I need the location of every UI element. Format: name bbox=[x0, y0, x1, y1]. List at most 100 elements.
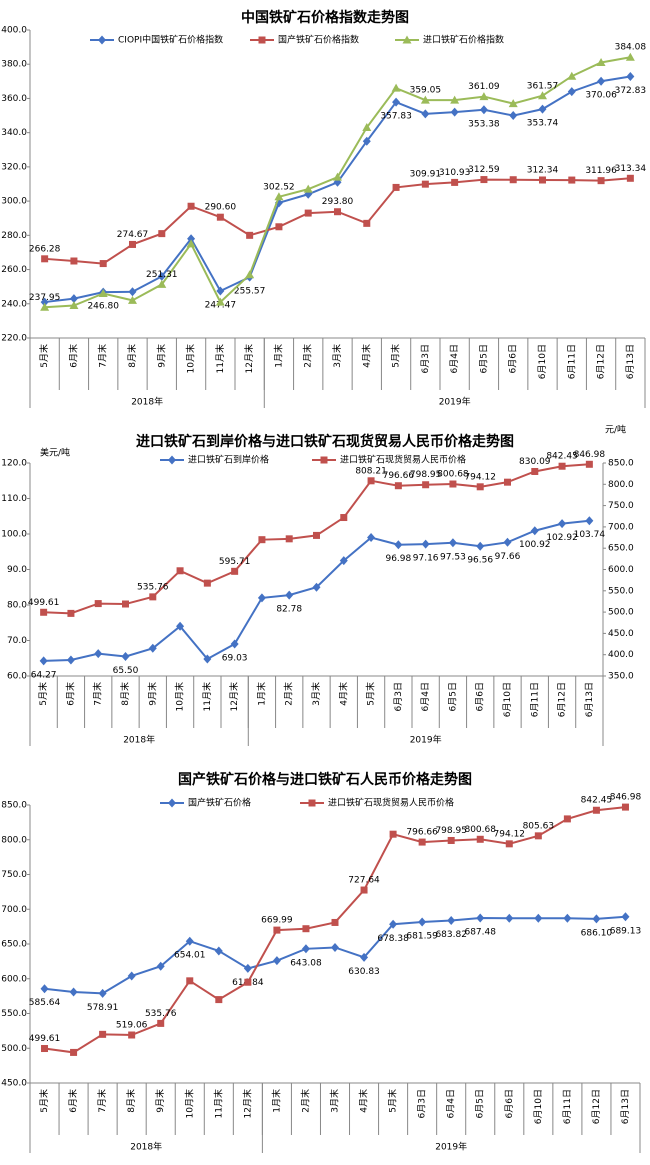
point bbox=[367, 477, 375, 485]
point bbox=[363, 219, 371, 227]
point bbox=[567, 71, 577, 80]
value-label: 519.06 bbox=[116, 1021, 148, 1031]
point bbox=[362, 123, 372, 132]
point bbox=[216, 213, 224, 221]
point bbox=[394, 482, 402, 490]
x-tick-label: 6月4日 bbox=[446, 1089, 457, 1118]
point bbox=[367, 533, 376, 543]
y-tick-label: 60.0 bbox=[7, 672, 27, 682]
point bbox=[157, 1019, 165, 1027]
point bbox=[451, 178, 459, 186]
point bbox=[563, 815, 571, 823]
y-tick-label: 110.0 bbox=[1, 494, 27, 504]
point bbox=[621, 803, 629, 811]
point bbox=[509, 111, 518, 121]
point bbox=[476, 483, 484, 491]
point bbox=[69, 300, 79, 309]
value-label: 274.67 bbox=[117, 230, 149, 240]
point bbox=[148, 643, 157, 653]
x-tick-label: 6月6日 bbox=[508, 344, 519, 373]
x-tick-label: 10月末 bbox=[174, 682, 186, 711]
point bbox=[149, 593, 157, 601]
point bbox=[421, 180, 429, 188]
value-label: 808.21 bbox=[355, 466, 387, 476]
point bbox=[285, 535, 293, 543]
x-tick-label: 6月11日 bbox=[562, 1089, 573, 1124]
point bbox=[157, 271, 166, 281]
chart: 国产铁矿石价格与进口铁矿石人民币价格走势图 450.0 500.0 550.0 600.… bbox=[1, 771, 641, 1153]
point bbox=[66, 655, 75, 665]
y2-tick-label: 400.0 bbox=[608, 650, 634, 660]
point bbox=[99, 1030, 107, 1038]
x-tick-label: 6月6日 bbox=[475, 682, 486, 711]
x-tick-label: 8月末 bbox=[125, 1089, 137, 1113]
point bbox=[558, 519, 567, 529]
point bbox=[243, 963, 252, 973]
point bbox=[531, 467, 539, 475]
legend-marker bbox=[320, 456, 328, 464]
value-label: 310.93 bbox=[439, 168, 471, 178]
point bbox=[129, 240, 136, 248]
point bbox=[40, 608, 48, 616]
x-tick-label: 2月末 bbox=[299, 1089, 311, 1113]
point bbox=[333, 172, 342, 181]
x-tick-label: 12月末 bbox=[241, 1089, 253, 1118]
point bbox=[98, 988, 107, 998]
y2-tick-label: 800.0 bbox=[608, 480, 634, 490]
group-label: 2019年 bbox=[435, 1141, 467, 1153]
value-label: 630.83 bbox=[348, 967, 380, 977]
point bbox=[285, 590, 294, 600]
value-label: 686.10 bbox=[581, 928, 613, 938]
x-tick-label: 6月10日 bbox=[537, 344, 548, 379]
group-label: 2018年 bbox=[123, 734, 155, 746]
value-label: 499.61 bbox=[28, 598, 60, 608]
point bbox=[244, 978, 252, 986]
y-tick-label: 500.0 bbox=[1, 1044, 27, 1054]
point bbox=[585, 516, 594, 526]
chart-title: 中国铁矿石价格指数走势图 bbox=[241, 9, 409, 26]
value-label: 796.66 bbox=[406, 828, 438, 838]
y-axis-label: 美元/吨 bbox=[40, 447, 70, 459]
x-tick-label: 1月末 bbox=[272, 344, 284, 368]
point bbox=[596, 58, 606, 67]
value-label: 361.57 bbox=[527, 81, 559, 91]
point bbox=[186, 239, 196, 248]
value-label: 102.92 bbox=[546, 533, 578, 543]
x-tick-label: 5月末 bbox=[387, 1089, 399, 1113]
legend-marker bbox=[258, 36, 266, 44]
point bbox=[214, 946, 223, 956]
legend-label: 国产铁矿石价格指数 bbox=[278, 34, 359, 46]
value-label: 798.95 bbox=[410, 470, 442, 480]
x-tick-label: 9月末 bbox=[155, 344, 167, 368]
x-tick-label: 6月4日 bbox=[420, 682, 431, 711]
point bbox=[94, 600, 102, 608]
series-line bbox=[44, 806, 626, 1054]
y2-tick-label: 600.0 bbox=[608, 565, 634, 575]
point bbox=[530, 526, 539, 536]
point bbox=[392, 97, 401, 107]
point bbox=[597, 177, 605, 185]
x-tick-label: 12月末 bbox=[243, 344, 255, 373]
value-label: 669.99 bbox=[261, 916, 293, 926]
point bbox=[448, 538, 457, 548]
x-tick-label: 7月末 bbox=[97, 344, 109, 368]
x-tick-label: 9月末 bbox=[146, 682, 158, 706]
x-tick-label: 6月12日 bbox=[596, 344, 607, 379]
value-label: 794.12 bbox=[464, 472, 496, 482]
point bbox=[331, 918, 339, 926]
legend-label: 进口铁矿石价格指数 bbox=[423, 34, 504, 46]
x-tick-label: 6月4日 bbox=[449, 344, 460, 373]
point bbox=[567, 87, 576, 97]
value-label: 372.83 bbox=[615, 86, 647, 96]
point bbox=[391, 83, 401, 92]
point bbox=[128, 295, 137, 304]
point bbox=[340, 514, 348, 522]
point bbox=[339, 556, 348, 566]
value-label: 830.09 bbox=[519, 457, 551, 467]
x-tick-label: 6月11日 bbox=[529, 682, 540, 717]
x-tick-label: 5月末 bbox=[38, 1089, 50, 1113]
chart-title: 国产铁矿石价格与进口铁矿石人民币价格走势图 bbox=[178, 771, 472, 788]
x-tick-label: 8月末 bbox=[126, 344, 138, 368]
point bbox=[592, 914, 601, 924]
y-tick-label: 850.0 bbox=[1, 801, 27, 811]
